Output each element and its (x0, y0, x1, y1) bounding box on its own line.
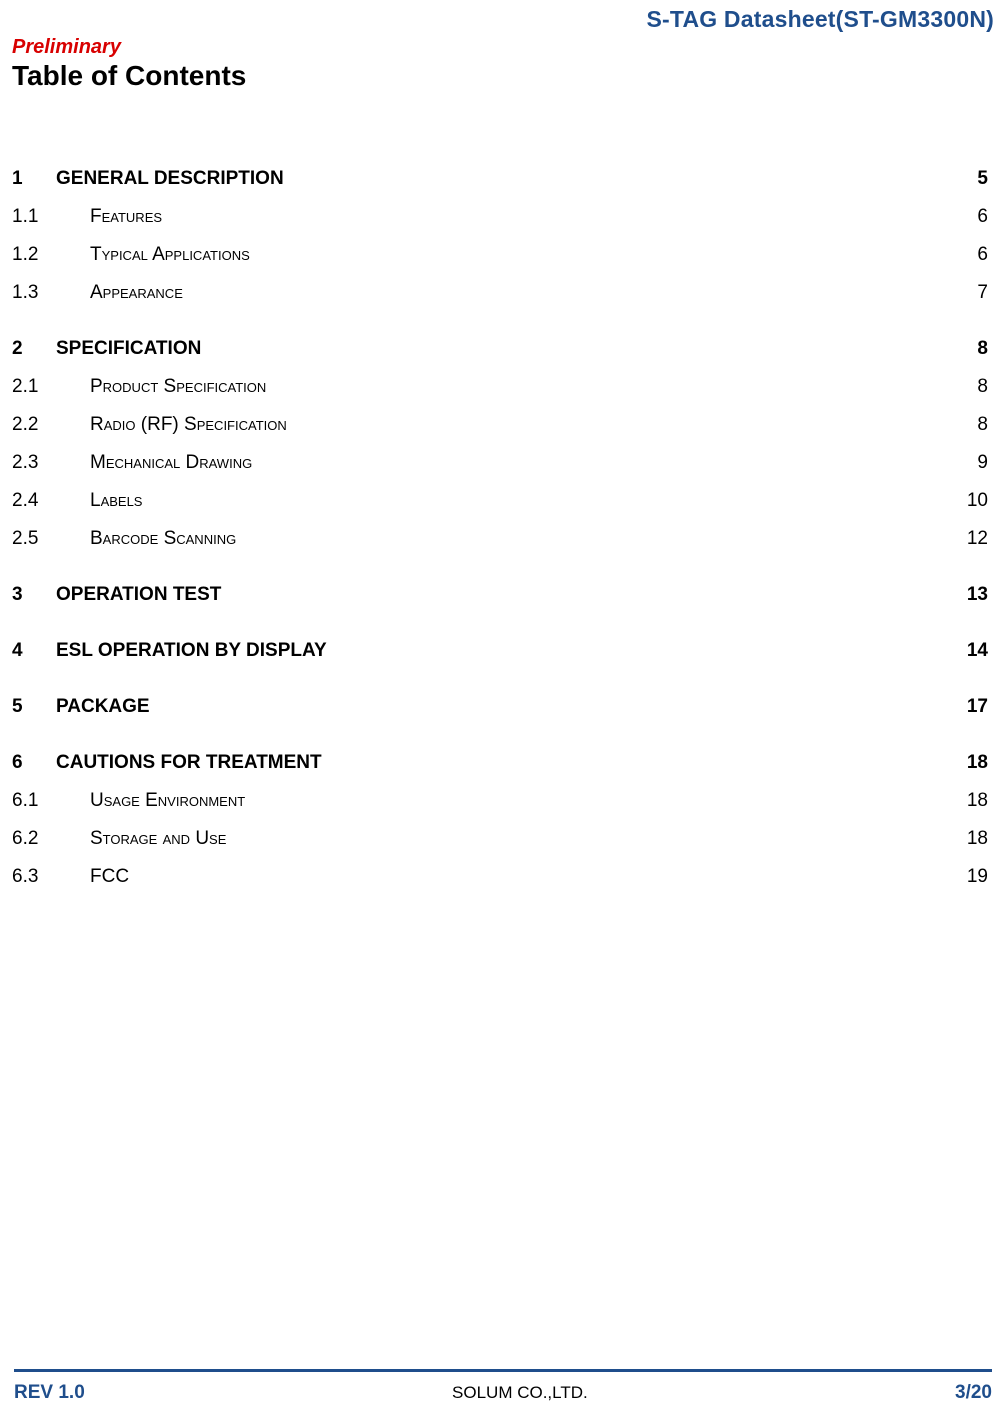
toc-entry: 1.2Typical Applications 6 (12, 244, 988, 266)
toc-page: 8 (977, 414, 988, 436)
toc-page: 18 (967, 828, 988, 850)
toc-number: 2.5 (12, 528, 90, 550)
toc-page: 18 (967, 752, 988, 774)
toc-label: GENERAL DESCRIPTION (56, 168, 284, 190)
toc-page: 5 (977, 168, 988, 190)
toc-label: Labels (90, 490, 142, 512)
toc-page: 6 (977, 206, 988, 228)
toc-number: 2.2 (12, 414, 90, 436)
footer-rule (14, 1369, 992, 1372)
footer: REV 1.0 SOLUM CO.,LTD. 3/20 (14, 1382, 992, 1404)
toc-entry: 2.5Barcode Scanning 12 (12, 528, 988, 550)
toc-label: Mechanical Drawing (90, 452, 252, 474)
toc-label: ESL OPERATION BY DISPLAY (56, 640, 327, 662)
toc-entry: 2.2Radio (RF) Specification 8 (12, 414, 988, 436)
toc-page: 18 (967, 790, 988, 812)
toc-label: SPECIFICATION (56, 338, 201, 360)
toc-entry: 2.3Mechanical Drawing 9 (12, 452, 988, 474)
footer-page: 3/20 (955, 1382, 992, 1404)
toc-number: 6.3 (12, 866, 90, 888)
toc-number: 5 (12, 696, 56, 718)
toc-entry: 1.3Appearance 7 (12, 282, 988, 304)
toc-entry: 1.1Features 6 (12, 206, 988, 228)
toc-entry: 6.1Usage Environment 18 (12, 790, 988, 812)
toc-page: 8 (977, 338, 988, 360)
document-title: S-TAG Datasheet(ST-GM3300N) (647, 6, 995, 33)
toc-entry: 1GENERAL DESCRIPTION 5 (12, 168, 988, 190)
toc-entry: 6.2Storage and Use 18 (12, 828, 988, 850)
toc-label: Radio (RF) Specification (90, 414, 287, 436)
toc-page: 17 (967, 696, 988, 718)
toc-page: 9 (977, 452, 988, 474)
toc-page: 19 (967, 866, 988, 888)
toc-number: 3 (12, 584, 56, 606)
toc-label: OPERATION TEST (56, 584, 221, 606)
toc-number: 2.3 (12, 452, 90, 474)
page: S-TAG Datasheet(ST-GM3300N) Preliminary … (0, 0, 1006, 1418)
toc-number: 1.1 (12, 206, 90, 228)
toc-page: 8 (977, 376, 988, 398)
toc-page: 12 (967, 528, 988, 550)
toc-label: Barcode Scanning (90, 528, 236, 550)
toc-entry: 2.1Product Specification 8 (12, 376, 988, 398)
status-label: Preliminary (12, 36, 121, 59)
toc-entry: 2.4Labels 10 (12, 490, 988, 512)
toc-page: 14 (967, 640, 988, 662)
toc-number: 4 (12, 640, 56, 662)
toc-label: Features (90, 206, 162, 228)
toc-label: FCC (90, 866, 129, 888)
toc-number: 2.1 (12, 376, 90, 398)
toc-page: 6 (977, 244, 988, 266)
toc-label: Storage and Use (90, 828, 226, 850)
toc-page: 7 (977, 282, 988, 304)
toc-entry: 3OPERATION TEST 13 (12, 584, 988, 606)
toc-number: 1.3 (12, 282, 90, 304)
footer-rev: REV 1.0 (14, 1382, 85, 1404)
toc-entry: 5PACKAGE 17 (12, 696, 988, 718)
toc-number: 6 (12, 752, 56, 774)
toc-entry: 6.3FCC 19 (12, 866, 988, 888)
toc-label: Product Specification (90, 376, 266, 398)
toc-number: 6.1 (12, 790, 90, 812)
footer-company: SOLUM CO.,LTD. (452, 1383, 588, 1403)
toc-entry: 4ESL OPERATION BY DISPLAY 14 (12, 640, 988, 662)
toc-number: 6.2 (12, 828, 90, 850)
toc-number: 1 (12, 168, 56, 190)
toc-label: Usage Environment (90, 790, 245, 812)
toc-entry: 2SPECIFICATION 8 (12, 338, 988, 360)
toc-label: CAUTIONS FOR TREATMENT (56, 752, 322, 774)
toc-entry: 6CAUTIONS FOR TREATMENT 18 (12, 752, 988, 774)
toc-number: 2 (12, 338, 56, 360)
toc-page: 13 (967, 584, 988, 606)
toc-number: 2.4 (12, 490, 90, 512)
toc-number: 1.2 (12, 244, 90, 266)
toc-label: Typical Applications (90, 244, 250, 266)
toc: 1GENERAL DESCRIPTION 51.1Features 61.2Ty… (12, 168, 988, 888)
toc-label: Appearance (90, 282, 183, 304)
toc-heading: Table of Contents (12, 60, 246, 92)
toc-label: PACKAGE (56, 696, 150, 718)
toc-page: 10 (967, 490, 988, 512)
